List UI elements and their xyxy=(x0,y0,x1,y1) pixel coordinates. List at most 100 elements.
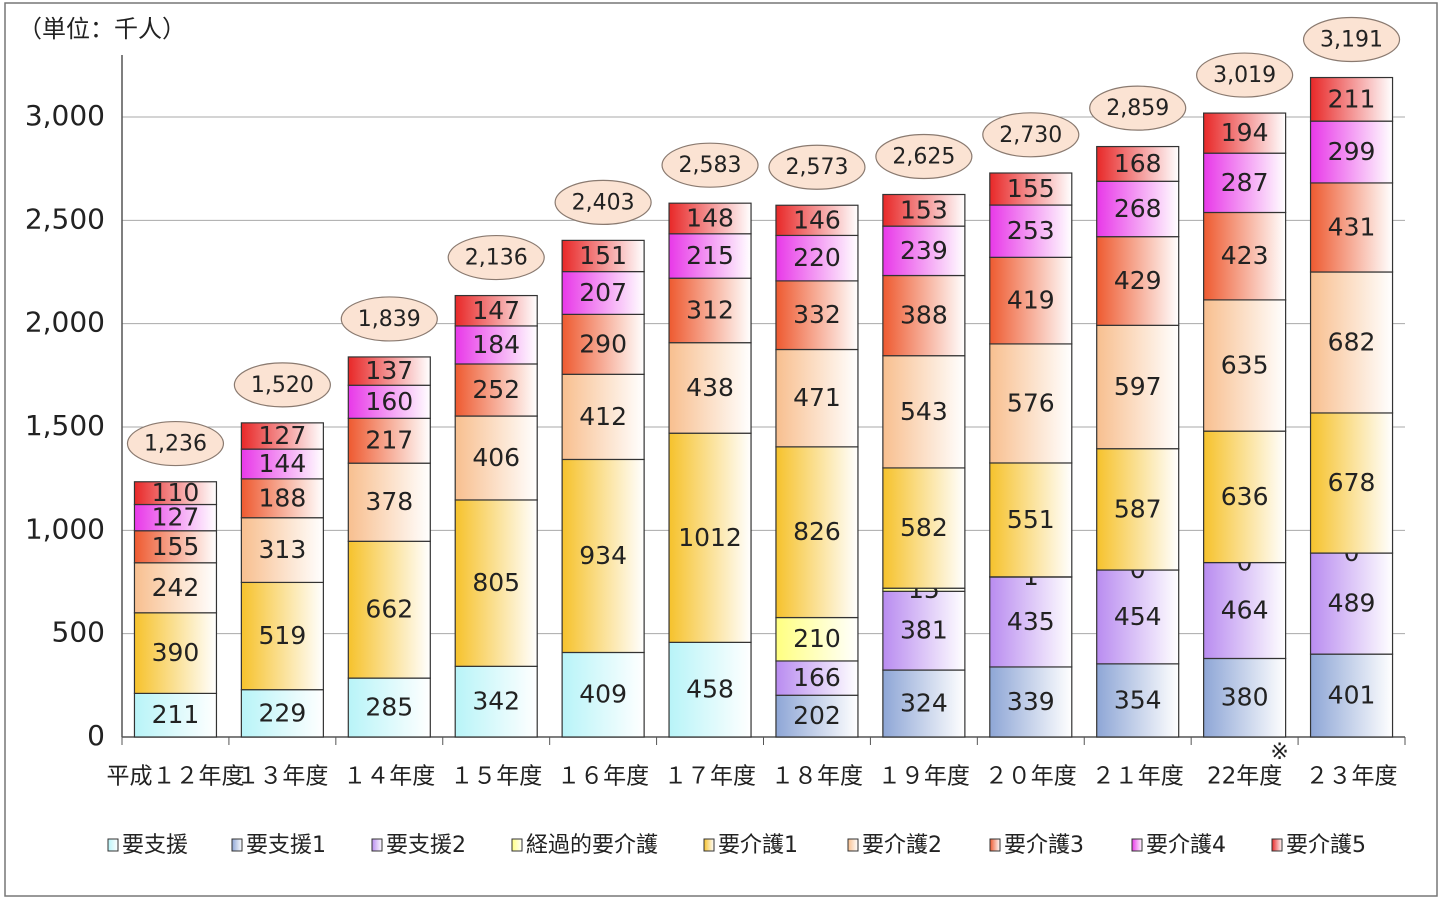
segment-label: 217 xyxy=(365,426,413,455)
segment-label: 412 xyxy=(579,402,627,431)
segment-label: 429 xyxy=(1114,266,1162,295)
y-tick-label: 500 xyxy=(52,616,105,649)
total-label: 1,520 xyxy=(251,373,314,398)
unit-label: （単位：千人） xyxy=(18,15,186,43)
segment-label: 229 xyxy=(259,698,307,727)
segment-label: 127 xyxy=(259,421,307,450)
segment-label: 242 xyxy=(152,573,200,602)
segment-label: 239 xyxy=(900,236,948,265)
annotation: ※ xyxy=(1270,740,1288,765)
legend-swatch xyxy=(108,839,118,851)
segment-label: 826 xyxy=(793,517,841,546)
segment-label: 354 xyxy=(1114,685,1162,714)
segment-label: 253 xyxy=(1007,216,1055,245)
legend-swatch xyxy=(990,839,1000,851)
segment-label: 207 xyxy=(579,278,627,307)
segment-label: 184 xyxy=(472,330,520,359)
total-label: 2,859 xyxy=(1106,96,1169,121)
legend-label: 要介護2 xyxy=(862,833,942,858)
segment-label: 268 xyxy=(1114,194,1162,223)
total-label: 2,136 xyxy=(465,246,528,271)
y-tick-label: 0 xyxy=(87,719,105,752)
x-tick-label: １７年度 xyxy=(664,764,756,790)
segment-label: 155 xyxy=(1007,174,1055,203)
x-tick-label: １９年度 xyxy=(878,764,970,790)
x-tick-label: ２１年度 xyxy=(1092,764,1184,790)
segment-label: 110 xyxy=(152,478,200,507)
segment-label: 252 xyxy=(472,375,520,404)
segment-label: 1012 xyxy=(678,523,742,552)
x-tick-label: １８年度 xyxy=(771,764,863,790)
legend-label: 要介護5 xyxy=(1286,833,1366,858)
segment-label: 211 xyxy=(152,700,200,729)
total-label: 1,839 xyxy=(358,307,421,332)
x-tick-label: １３年度 xyxy=(236,764,328,790)
segment-label: 339 xyxy=(1007,687,1055,716)
legend-label: 要支援1 xyxy=(246,833,326,858)
segment-label: 489 xyxy=(1328,589,1376,618)
segment-label: 194 xyxy=(1221,118,1269,147)
segment-label: 678 xyxy=(1328,468,1376,497)
total-label: 2,403 xyxy=(572,190,635,215)
legend-label: 要介護1 xyxy=(718,833,798,858)
segment-label: 312 xyxy=(686,295,734,324)
legend-swatch xyxy=(1132,839,1142,851)
segment-label: 662 xyxy=(365,595,413,624)
x-tick-label: １６年度 xyxy=(557,764,649,790)
segment-label: 211 xyxy=(1328,84,1376,113)
legend-swatch xyxy=(372,839,382,851)
segment-label: 471 xyxy=(793,383,841,412)
y-tick-label: 2,000 xyxy=(25,306,105,339)
segment-label: 137 xyxy=(365,356,413,385)
segment-label: 380 xyxy=(1221,683,1269,712)
segment-label: 682 xyxy=(1328,327,1376,356)
segment-label: 934 xyxy=(579,541,627,570)
segment-label: 438 xyxy=(686,373,734,402)
legend-label: 要支援 xyxy=(122,833,188,858)
segment-label: 210 xyxy=(793,624,841,653)
segment-label: 153 xyxy=(900,195,948,224)
segment-label: 313 xyxy=(259,535,307,564)
segment-label: 805 xyxy=(472,568,520,597)
segment-label: 324 xyxy=(900,689,948,718)
segment-label: 146 xyxy=(793,205,841,234)
x-tick-label: １５年度 xyxy=(450,764,542,790)
y-tick-label: 3,000 xyxy=(25,99,105,132)
segment-label: 155 xyxy=(152,532,200,561)
segment-label: 435 xyxy=(1007,607,1055,636)
x-tick-label: ２０年度 xyxy=(985,764,1077,790)
segment-label: 519 xyxy=(259,621,307,650)
segment-label: 582 xyxy=(900,513,948,542)
segment-label: 551 xyxy=(1007,505,1055,534)
total-label: 2,573 xyxy=(785,155,848,180)
segment-label: 151 xyxy=(579,241,627,270)
y-tick-label: 1,500 xyxy=(25,409,105,442)
x-tick-label: 平成１２年度 xyxy=(106,764,244,790)
legend-swatch xyxy=(1272,839,1282,851)
segment-label: 342 xyxy=(472,687,520,716)
segment-label: 464 xyxy=(1221,596,1269,625)
y-tick-label: 2,500 xyxy=(25,202,105,235)
segment-label: 576 xyxy=(1007,388,1055,417)
segment-label: 332 xyxy=(793,300,841,329)
segment-label: 148 xyxy=(686,203,734,232)
segment-label: 290 xyxy=(579,329,627,358)
segment-label: 543 xyxy=(900,397,948,426)
segment-label: 299 xyxy=(1328,137,1376,166)
total-label: 2,583 xyxy=(679,153,742,178)
segment-label: 168 xyxy=(1114,149,1162,178)
segment-label: 388 xyxy=(900,301,948,330)
legend-swatch xyxy=(704,839,714,851)
segment-label: 144 xyxy=(259,449,307,478)
segment-label: 285 xyxy=(365,693,413,722)
segment-label: 458 xyxy=(686,675,734,704)
x-tick-label: ２３年度 xyxy=(1306,764,1398,790)
legend-swatch xyxy=(232,839,242,851)
legend-label: 要介護3 xyxy=(1004,833,1084,858)
segment-label: 381 xyxy=(900,616,948,645)
segment-label: 406 xyxy=(472,443,520,472)
segment-label: 635 xyxy=(1221,351,1269,380)
x-tick-label: １４年度 xyxy=(343,764,435,790)
legend-label: 経過的要介護 xyxy=(526,833,658,858)
